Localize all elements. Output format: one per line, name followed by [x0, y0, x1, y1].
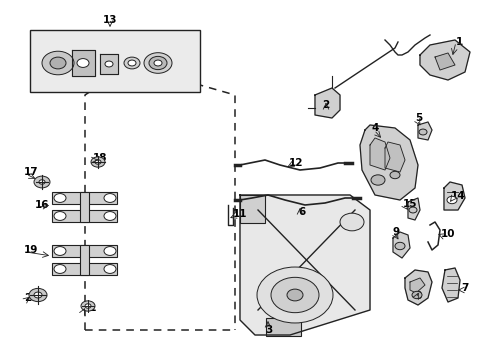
Circle shape	[42, 51, 74, 75]
Circle shape	[104, 212, 116, 220]
Circle shape	[286, 289, 303, 301]
Circle shape	[91, 157, 105, 167]
Polygon shape	[419, 40, 469, 80]
Text: 8: 8	[413, 291, 420, 301]
Circle shape	[149, 57, 167, 69]
Polygon shape	[392, 232, 409, 258]
Circle shape	[128, 60, 136, 66]
Polygon shape	[314, 88, 339, 118]
Circle shape	[39, 180, 45, 184]
Polygon shape	[443, 182, 464, 210]
Text: 5: 5	[414, 113, 421, 123]
Text: 16: 16	[35, 200, 49, 210]
Circle shape	[77, 59, 89, 67]
Text: 3: 3	[264, 325, 272, 335]
Polygon shape	[407, 198, 419, 220]
Circle shape	[104, 194, 116, 202]
Circle shape	[408, 207, 416, 213]
Circle shape	[34, 176, 50, 188]
Circle shape	[270, 277, 318, 313]
Text: 6: 6	[297, 207, 305, 217]
Polygon shape	[441, 268, 459, 302]
Text: 14: 14	[450, 191, 465, 201]
Polygon shape	[72, 50, 95, 76]
Text: 10: 10	[440, 229, 454, 239]
Text: 15: 15	[402, 199, 417, 209]
Bar	[52, 263, 117, 275]
Text: 4: 4	[371, 123, 379, 133]
Circle shape	[54, 194, 66, 202]
Bar	[80, 245, 89, 275]
Polygon shape	[369, 138, 389, 170]
Circle shape	[95, 160, 101, 164]
Bar	[52, 210, 117, 222]
Text: 2: 2	[321, 100, 328, 110]
Circle shape	[50, 57, 66, 69]
Circle shape	[143, 53, 172, 73]
Bar	[80, 192, 89, 222]
Text: 19: 19	[24, 245, 38, 255]
Circle shape	[154, 60, 162, 66]
Circle shape	[54, 212, 66, 220]
Text: 20: 20	[24, 293, 39, 303]
Circle shape	[339, 213, 363, 231]
Bar	[30, 30, 200, 92]
Circle shape	[104, 265, 116, 273]
Circle shape	[411, 291, 421, 299]
Text: 11: 11	[232, 209, 247, 219]
Text: 12: 12	[288, 158, 303, 168]
Text: 7: 7	[460, 283, 468, 293]
Text: 9: 9	[392, 227, 399, 237]
Polygon shape	[240, 195, 369, 335]
Bar	[265, 318, 301, 336]
Circle shape	[85, 304, 91, 308]
Polygon shape	[359, 125, 417, 200]
Bar	[240, 195, 264, 223]
Circle shape	[104, 247, 116, 255]
Circle shape	[446, 196, 456, 204]
Text: 21: 21	[82, 303, 96, 313]
Circle shape	[54, 265, 66, 273]
Circle shape	[34, 292, 42, 298]
Circle shape	[81, 301, 95, 311]
Bar	[52, 245, 117, 257]
Circle shape	[105, 61, 113, 67]
Text: 17: 17	[24, 167, 39, 177]
Circle shape	[124, 57, 140, 69]
Circle shape	[389, 171, 399, 179]
Circle shape	[54, 247, 66, 255]
Circle shape	[257, 267, 332, 323]
Circle shape	[418, 129, 426, 135]
Polygon shape	[384, 142, 404, 172]
Circle shape	[370, 175, 384, 185]
Text: 13: 13	[102, 15, 117, 25]
Circle shape	[29, 288, 47, 302]
Circle shape	[394, 242, 404, 250]
Polygon shape	[417, 122, 431, 140]
Polygon shape	[404, 270, 431, 305]
Bar	[52, 192, 117, 204]
Polygon shape	[409, 278, 424, 293]
Text: 1: 1	[455, 37, 462, 47]
Polygon shape	[434, 53, 454, 70]
Polygon shape	[100, 54, 118, 74]
Text: 18: 18	[93, 153, 107, 163]
